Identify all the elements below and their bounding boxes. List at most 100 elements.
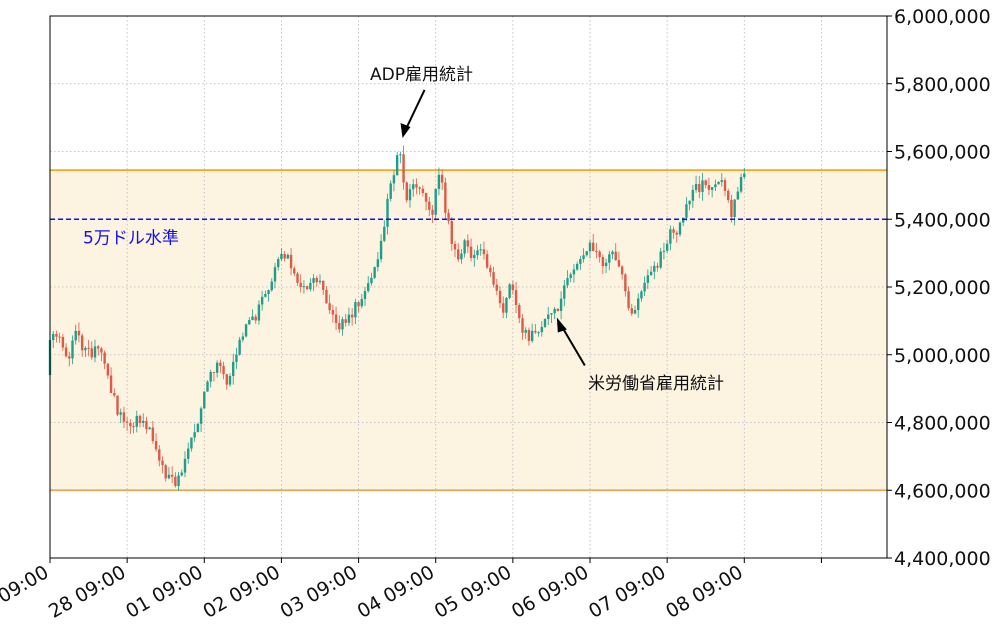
candle-up xyxy=(678,222,682,235)
annotation-arrowhead-adp xyxy=(400,122,411,138)
candle-up xyxy=(251,316,254,321)
candle-down xyxy=(521,318,524,333)
candle-down xyxy=(698,183,701,193)
y-tick-label: 4,800,000 xyxy=(894,413,991,435)
candle-up xyxy=(354,302,357,318)
candle-up xyxy=(312,278,315,283)
candle-up xyxy=(376,259,380,268)
candle-down xyxy=(296,273,299,283)
candle-up xyxy=(649,271,653,276)
annotation-arrow-nfp xyxy=(560,325,586,366)
candle-up xyxy=(739,176,743,192)
candle-up xyxy=(559,298,563,311)
candle-up xyxy=(389,183,392,199)
candle-down xyxy=(293,268,296,274)
candle-down xyxy=(161,460,164,466)
candle-up xyxy=(135,415,138,427)
candle-up xyxy=(232,361,235,377)
candle-up xyxy=(710,187,714,190)
candle-up xyxy=(685,204,688,218)
candle-up xyxy=(52,333,55,341)
candle-down xyxy=(453,243,457,250)
y-tick-label: 6,000,000 xyxy=(894,6,991,28)
candle-down xyxy=(630,308,633,314)
x-tick-label: 02 09:00 xyxy=(199,561,284,623)
y-tick-label: 5,400,000 xyxy=(894,209,991,231)
candle-down xyxy=(482,249,486,255)
candle-down xyxy=(219,362,222,367)
candle-up xyxy=(585,251,588,256)
candle-down xyxy=(431,209,434,215)
candle-up xyxy=(309,282,312,290)
candle-down xyxy=(125,421,129,423)
candle-up xyxy=(717,181,720,185)
level-line-group: 5万ドル水準 xyxy=(50,218,887,248)
candle-up xyxy=(460,253,463,260)
candle-down xyxy=(151,427,155,442)
candle-down xyxy=(444,182,447,213)
candle-up xyxy=(701,180,704,193)
candle-down xyxy=(627,291,630,309)
candle-down xyxy=(299,282,302,287)
candle-up xyxy=(196,423,200,433)
candle-down xyxy=(405,182,408,201)
candle-up xyxy=(547,314,550,319)
candle-down xyxy=(534,330,537,333)
candle-down xyxy=(64,347,68,357)
candle-down xyxy=(331,310,335,315)
candle-up xyxy=(260,296,264,305)
candle-down xyxy=(122,412,126,422)
y-tick-label: 5,600,000 xyxy=(894,142,991,164)
candle-up xyxy=(341,319,344,330)
candle-down xyxy=(402,154,405,183)
x-tick-label: 08 09:00 xyxy=(662,561,747,623)
candle-down xyxy=(145,420,148,430)
candle-up xyxy=(180,472,183,476)
candle-down xyxy=(495,284,498,291)
candle-down xyxy=(338,322,341,330)
candle-down xyxy=(428,201,431,210)
candle-up xyxy=(74,330,77,341)
annotation-arrow-adp xyxy=(404,89,426,131)
candle-up xyxy=(743,173,746,177)
candle-up xyxy=(167,474,171,479)
candle-down xyxy=(158,449,161,461)
annotation-adp: ADP雇用統計 xyxy=(370,65,473,85)
candle-down xyxy=(675,232,678,235)
candle-up xyxy=(209,371,212,382)
candle-up xyxy=(203,391,206,409)
candle-down xyxy=(305,286,309,290)
candle-up xyxy=(659,251,662,268)
candle-up xyxy=(379,240,383,260)
candle-up xyxy=(370,277,373,284)
annotation-arrowhead-nfp xyxy=(556,317,567,333)
x-tick-label: 06 09:00 xyxy=(508,561,593,623)
candle-up xyxy=(543,318,547,327)
candle-down xyxy=(447,212,450,222)
candle-up xyxy=(93,346,97,358)
candle-down xyxy=(620,266,624,275)
candle-up xyxy=(286,254,290,259)
candle-up xyxy=(608,254,611,263)
candle-up xyxy=(183,458,187,473)
candle-up xyxy=(463,240,466,254)
candle-down xyxy=(103,352,106,364)
candle-up xyxy=(267,290,270,295)
candle-down xyxy=(289,254,293,269)
candle-down xyxy=(469,246,473,258)
candle-up xyxy=(257,304,261,321)
candle-up xyxy=(193,432,196,438)
candle-up xyxy=(363,290,367,300)
candle-up xyxy=(473,255,476,258)
candle-down xyxy=(415,184,418,188)
candle-down xyxy=(334,314,338,323)
candle-up xyxy=(662,250,666,252)
candle-down xyxy=(624,274,627,292)
candle-up xyxy=(540,326,543,333)
candle-up xyxy=(412,184,415,190)
candle-down xyxy=(154,441,158,450)
candle-down xyxy=(350,314,354,318)
candle-down xyxy=(106,363,110,376)
candle-down xyxy=(514,290,518,306)
